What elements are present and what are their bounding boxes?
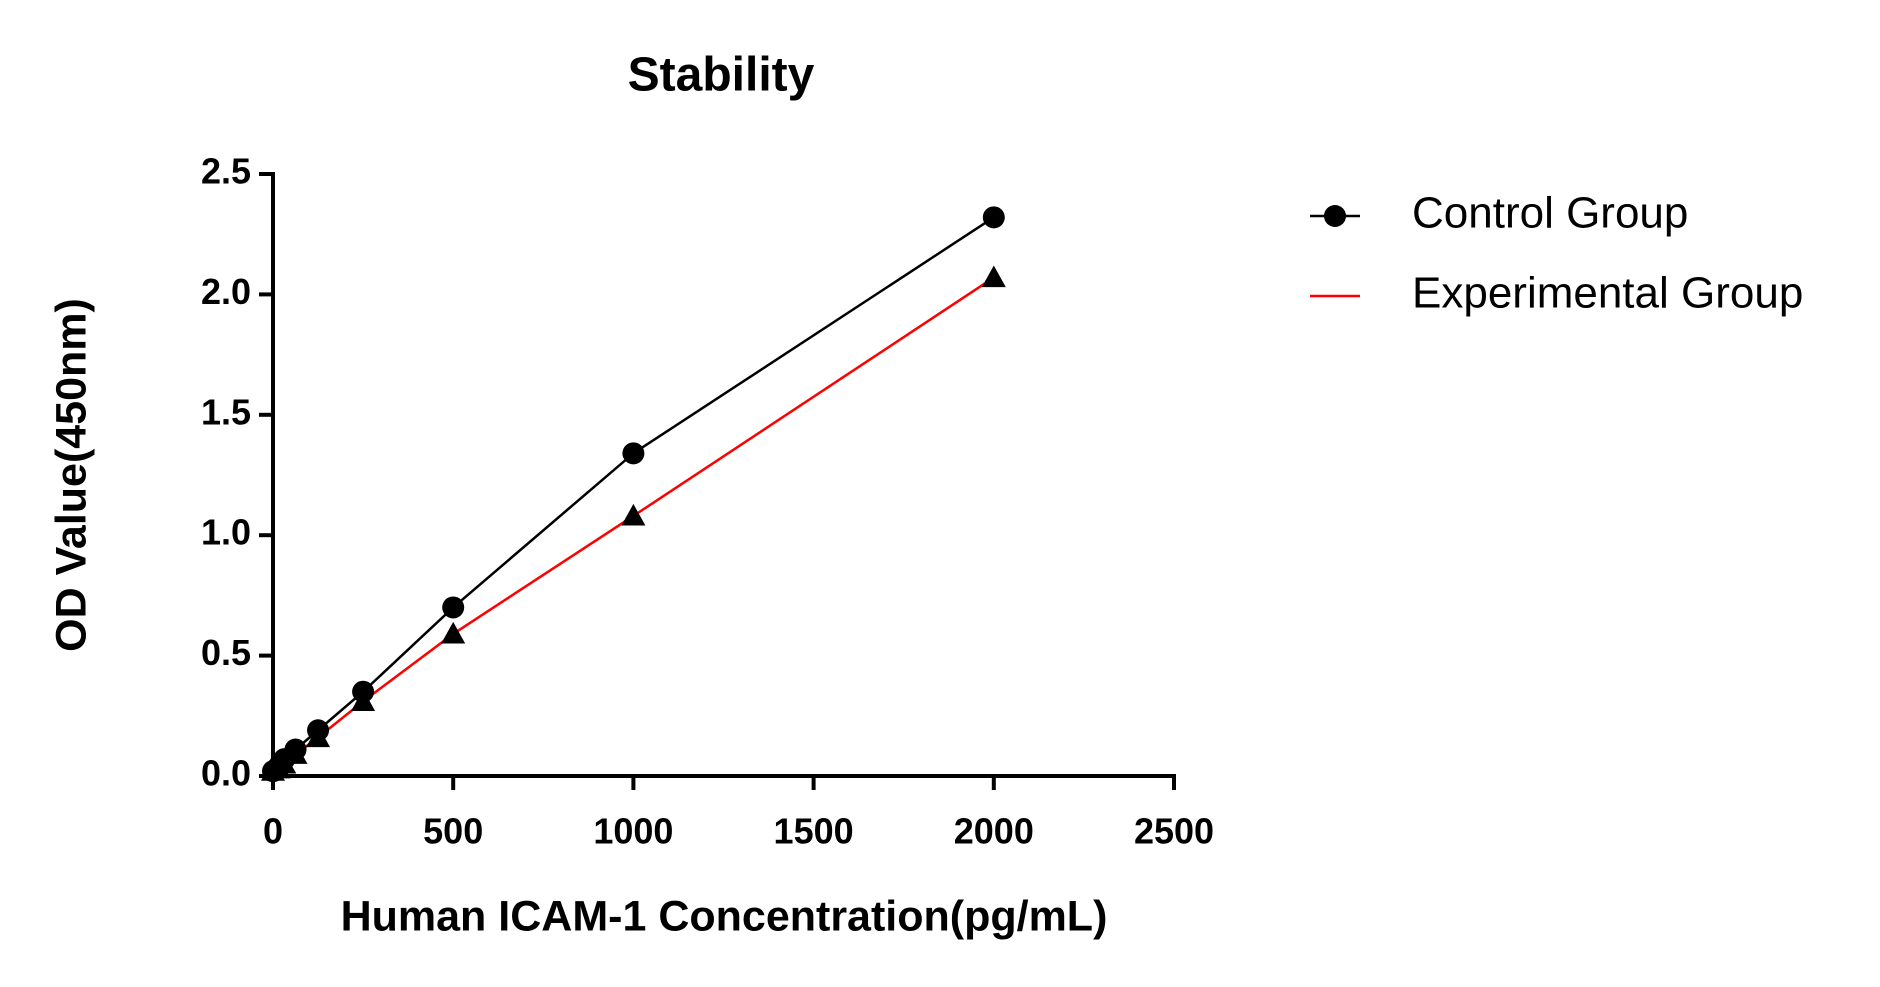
data-point [306, 725, 331, 748]
x-tick-label: 2500 [1134, 811, 1214, 852]
y-tick-label: 1.5 [201, 391, 251, 432]
legend-label: Control Group [1412, 189, 1688, 238]
x-axis-label: Human ICAM-1 Concentration(pg/mL) [341, 892, 1108, 940]
y-tick-label: 2.5 [201, 151, 251, 192]
legend-marker [1324, 205, 1346, 227]
data-point [982, 206, 1005, 229]
chart-title: Stability [628, 49, 815, 102]
x-tick-label: 1500 [774, 811, 854, 852]
y-tick-label: 1.0 [201, 512, 251, 553]
x-tick-label: 500 [423, 811, 483, 852]
legend-label: Experimental Group [1412, 269, 1803, 318]
y-tick-label: 0.0 [201, 753, 251, 794]
data-point [283, 742, 308, 764]
x-tick-label: 0 [263, 811, 283, 852]
data-point [621, 503, 646, 526]
y-tick-label: 2.0 [201, 271, 251, 312]
x-tick-label: 1000 [593, 811, 673, 852]
data-point [622, 442, 645, 465]
data-point [981, 265, 1006, 288]
data-point [351, 689, 376, 711]
y-axis-label: OD Value(450nm) [47, 298, 95, 652]
data-point [441, 621, 466, 644]
data-point [442, 596, 465, 619]
y-tick-label: 0.5 [201, 632, 251, 673]
x-tick-label: 2000 [954, 811, 1034, 852]
